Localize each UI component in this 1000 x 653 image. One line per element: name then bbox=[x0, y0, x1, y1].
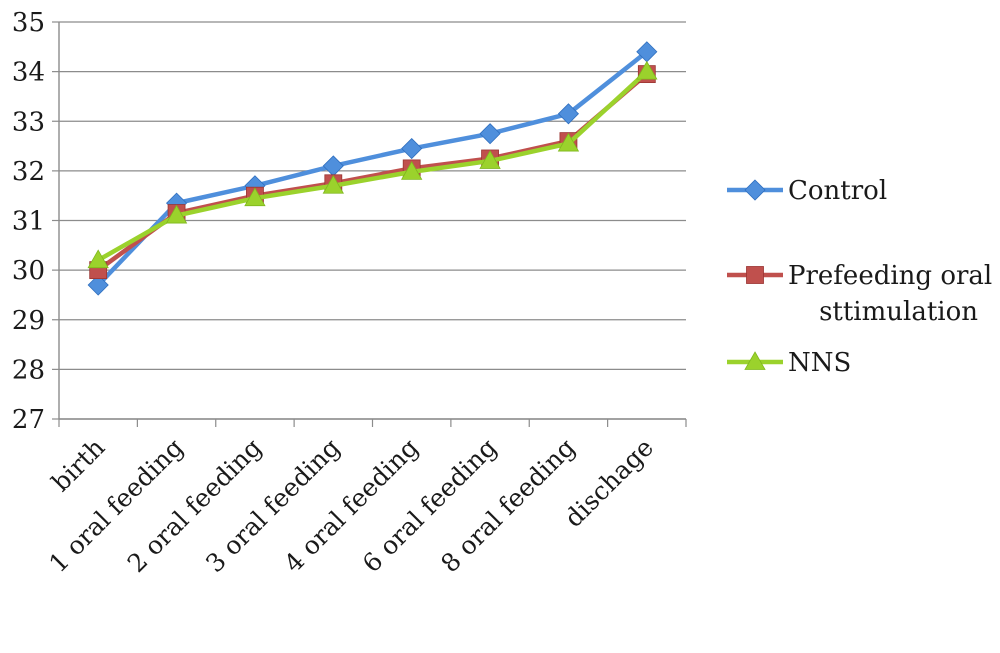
y-tick-label: 31 bbox=[12, 207, 45, 237]
data-point-diamond bbox=[87, 274, 109, 296]
x-tick-label: 1 oral feeding bbox=[43, 433, 188, 578]
data-point-triangle bbox=[557, 132, 580, 152]
series-nns bbox=[87, 60, 658, 269]
series-line bbox=[96, 50, 649, 287]
legend-item-control: Control bbox=[727, 176, 887, 206]
y-tick-label: 32 bbox=[12, 157, 45, 187]
y-tick-label: 30 bbox=[12, 256, 45, 286]
y-tick-label: 34 bbox=[12, 58, 45, 88]
series-line bbox=[97, 69, 649, 263]
data-point-triangle bbox=[479, 150, 501, 169]
series-prefeeding-oral-sttimulation bbox=[89, 65, 656, 280]
data-point-diamond bbox=[401, 137, 423, 160]
legend-marker-square bbox=[746, 266, 764, 284]
legend-item-prefeeding-oral-sttimulation: Prefeeding oral sttimulation bbox=[727, 261, 992, 327]
legend: Control Prefeeding oral sttimulation NNS bbox=[727, 176, 992, 378]
x-tick-label: 2 oral feeding bbox=[122, 433, 267, 578]
series-line bbox=[96, 72, 649, 272]
legend-item-nns: NNS bbox=[727, 348, 851, 378]
data-point-triangle bbox=[87, 249, 109, 269]
x-tick-label: 4 oral feeding bbox=[279, 433, 424, 578]
x-tick-label: 3 oral feeding bbox=[200, 433, 345, 578]
y-tick-label: 27 bbox=[12, 405, 45, 435]
data-point-triangle bbox=[322, 174, 345, 194]
x-tick-label: 8 oral feeding bbox=[435, 433, 580, 578]
data-point-diamond bbox=[479, 123, 501, 145]
y-tick-label: 29 bbox=[12, 306, 45, 336]
legend-marker-triangle bbox=[744, 351, 766, 370]
legend-label: Prefeeding oral bbox=[788, 261, 992, 291]
x-tick-label: 6 oral feeding bbox=[357, 433, 502, 578]
y-tick-label: 33 bbox=[12, 107, 45, 137]
y-tick-label: 35 bbox=[12, 8, 45, 38]
data-point-triangle bbox=[165, 204, 188, 224]
series-control bbox=[87, 41, 658, 296]
y-tick-label: 28 bbox=[12, 355, 45, 385]
x-tick-label: birth bbox=[46, 433, 110, 497]
legend-label: Control bbox=[788, 176, 887, 206]
data-point-triangle bbox=[400, 161, 423, 180]
legend-label: NNS bbox=[788, 348, 851, 378]
legend-label: sttimulation bbox=[819, 297, 978, 327]
data-point-diamond bbox=[557, 103, 580, 125]
series-group bbox=[87, 41, 658, 296]
data-point-triangle bbox=[636, 60, 658, 80]
gridlines bbox=[59, 21, 686, 420]
data-point-triangle bbox=[244, 187, 266, 207]
data-point-diamond bbox=[322, 155, 344, 177]
legend-marker-diamond bbox=[744, 179, 766, 201]
